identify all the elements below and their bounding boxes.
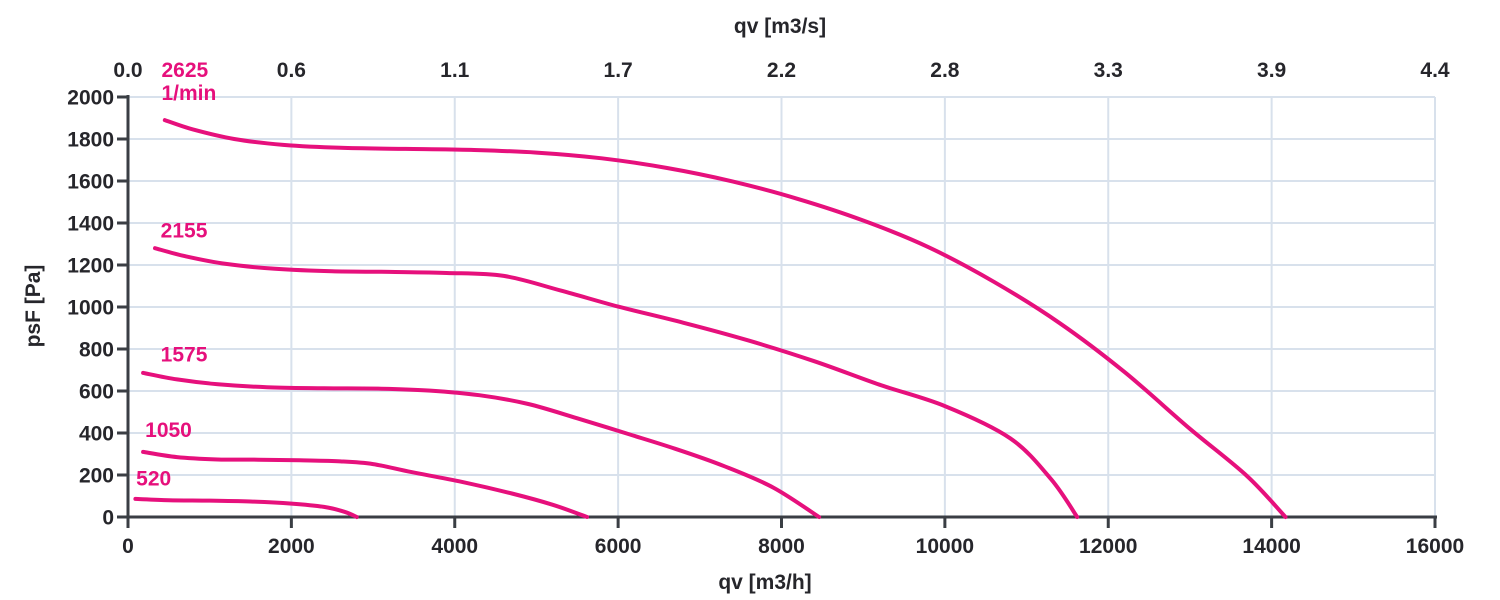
curve-label-2625: 2625	[161, 59, 208, 82]
x-tick-label-top: 0.6	[277, 59, 306, 82]
curve-layer	[133, 118, 1288, 519]
y-tick-label: 1800	[67, 129, 114, 152]
x-tick-label-bottom: 0	[122, 535, 134, 558]
x-tick-label-bottom: 14000	[1242, 535, 1300, 558]
bottom-axis-title: qv [m3/h]	[718, 571, 811, 594]
x-tick-label-top: 0.0	[113, 59, 142, 82]
x-tick-label-top: 4.4	[1420, 59, 1450, 82]
x-tick-label-bottom: 12000	[1079, 535, 1137, 558]
x-tick-label-bottom: 10000	[916, 535, 974, 558]
x-tick-label-top: 1.7	[604, 59, 633, 82]
curve-label-2155: 2155	[161, 220, 208, 243]
fan-curve-2155rpm	[153, 246, 1080, 519]
axis-layer: 0 200 400 600 800 1000 1200 1400 1600 1800 2000 0 0.…	[67, 59, 1464, 558]
y-tick-label: 400	[79, 423, 114, 446]
x-tick-label-top: 3.3	[1094, 59, 1123, 82]
fan-curve-2625rpm	[162, 118, 1288, 519]
x-tick-label-bottom: 6000	[595, 535, 642, 558]
x-tick-label-top: 2.2	[767, 59, 796, 82]
x-tick-label-bottom: 8000	[758, 535, 805, 558]
x-tick-label-bottom: 4000	[431, 535, 478, 558]
y-tick-label: 0	[102, 507, 114, 530]
x-tick-label-bottom: 16000	[1406, 535, 1464, 558]
x-tick-label-bottom: 2000	[268, 535, 315, 558]
fan-curve-1050rpm	[141, 449, 590, 519]
fan-curve-520rpm	[133, 496, 359, 519]
y-tick-label: 1400	[67, 213, 114, 236]
y-tick-label: 1200	[67, 255, 114, 278]
fan-curve-1575rpm	[141, 370, 822, 519]
y-tick-label: 1000	[67, 297, 114, 320]
y-axis-title: psF [Pa]	[22, 265, 45, 348]
grid-layer	[128, 96, 1436, 517]
x-tick-label-top: 1.1	[440, 59, 470, 82]
top-axis-title: qv [m3/s]	[734, 15, 826, 38]
y-tick-label: 800	[79, 339, 114, 362]
curve-label-1050: 1050	[145, 419, 192, 442]
curve-label-1575: 1575	[161, 344, 208, 367]
y-tick-label: 1600	[67, 171, 114, 194]
curve-label-520: 520	[136, 468, 171, 491]
x-tick-label-top: 2.8	[930, 59, 960, 82]
y-tick-label: 200	[79, 465, 114, 488]
curve-unit-label: 1/min	[161, 82, 216, 105]
label-layer: 2625 2155 1575 1050 520 1/min	[136, 59, 216, 490]
y-tick-label: 2000	[67, 87, 114, 110]
y-tick-label: 600	[79, 381, 114, 404]
x-tick-label-top: 3.9	[1257, 59, 1286, 82]
